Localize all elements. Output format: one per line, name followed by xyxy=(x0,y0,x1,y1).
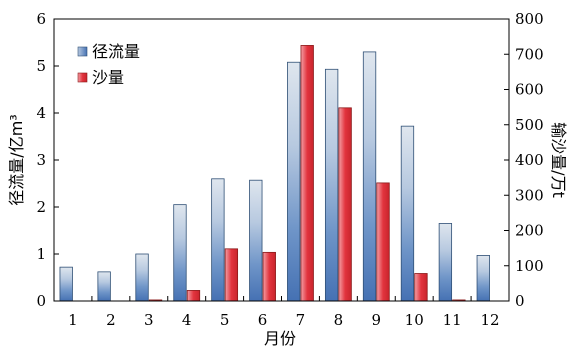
bar-sediment-8 xyxy=(338,107,352,302)
x-tick-label: 9 xyxy=(372,311,382,329)
bar-runoff-5 xyxy=(211,178,225,302)
y-right-tick-label: 400 xyxy=(515,151,544,169)
y-right-tick-label: 800 xyxy=(515,10,544,28)
bar-runoff-1 xyxy=(59,266,73,302)
x-tick-label: 11 xyxy=(443,311,462,329)
legend-swatch-runoff xyxy=(77,46,88,57)
bar-sediment-5 xyxy=(224,248,239,302)
bar-sediment-10 xyxy=(414,273,428,302)
y-right-tick-label: 600 xyxy=(515,81,544,99)
y-left-tick-label: 0 xyxy=(36,292,46,310)
bar-runoff-4 xyxy=(173,204,187,302)
bar-runoff-6 xyxy=(249,179,263,302)
y-right-tick-label: 200 xyxy=(515,222,544,240)
legend-label-sediment: 沙量 xyxy=(92,68,124,87)
x-tick-label: 4 xyxy=(182,311,192,329)
x-tick-label: 2 xyxy=(106,311,116,329)
y-right-axis-title: 输沙量/万t xyxy=(549,122,568,198)
x-tick-label: 5 xyxy=(220,311,230,329)
bar-runoff-3 xyxy=(135,253,149,302)
legend: 径流量 沙量 xyxy=(77,42,140,87)
y-left-tick-label: 5 xyxy=(36,57,46,75)
x-tick-label: 3 xyxy=(144,311,154,329)
bars-group xyxy=(59,45,490,302)
y-right-tick-label: 100 xyxy=(515,257,544,275)
y-right-tick-label: 500 xyxy=(515,116,544,134)
bar-sediment-4 xyxy=(186,290,201,302)
y-left-tick-label: 6 xyxy=(36,10,46,28)
bar-runoff-9 xyxy=(362,51,377,302)
y-right-tick-label: 300 xyxy=(515,186,544,204)
x-tick-label: 12 xyxy=(480,311,499,329)
bar-runoff-7 xyxy=(287,61,301,302)
bar-sediment-7 xyxy=(300,45,314,302)
bar-runoff-12 xyxy=(476,255,490,302)
bar-runoff-10 xyxy=(400,125,415,302)
bar-sediment-6 xyxy=(262,251,276,302)
legend-label-runoff: 径流量 xyxy=(92,42,140,61)
bar-runoff-11 xyxy=(438,223,453,302)
x-tick-label: 8 xyxy=(334,311,344,329)
x-tick-label: 7 xyxy=(296,311,306,329)
x-tick-label: 10 xyxy=(405,311,424,329)
y-left-tick-label: 3 xyxy=(36,151,46,169)
bar-runoff-2 xyxy=(97,271,111,302)
bar-runoff-8 xyxy=(324,68,339,302)
x-axis-title: 月份 xyxy=(264,329,296,348)
y-left-axis-title: 径流量/亿m³ xyxy=(7,114,26,205)
bar-sediment-9 xyxy=(376,182,390,302)
legend-swatch-sediment xyxy=(77,72,88,83)
x-tick-label: 1 xyxy=(68,311,78,329)
y-right-tick-label: 700 xyxy=(515,45,544,63)
y-left-tick-label: 2 xyxy=(36,198,46,216)
y-left-tick-label: 1 xyxy=(36,245,46,263)
x-tick-label: 6 xyxy=(258,311,268,329)
y-right-tick-label: 0 xyxy=(515,292,525,310)
y-left-tick-label: 4 xyxy=(36,104,46,122)
